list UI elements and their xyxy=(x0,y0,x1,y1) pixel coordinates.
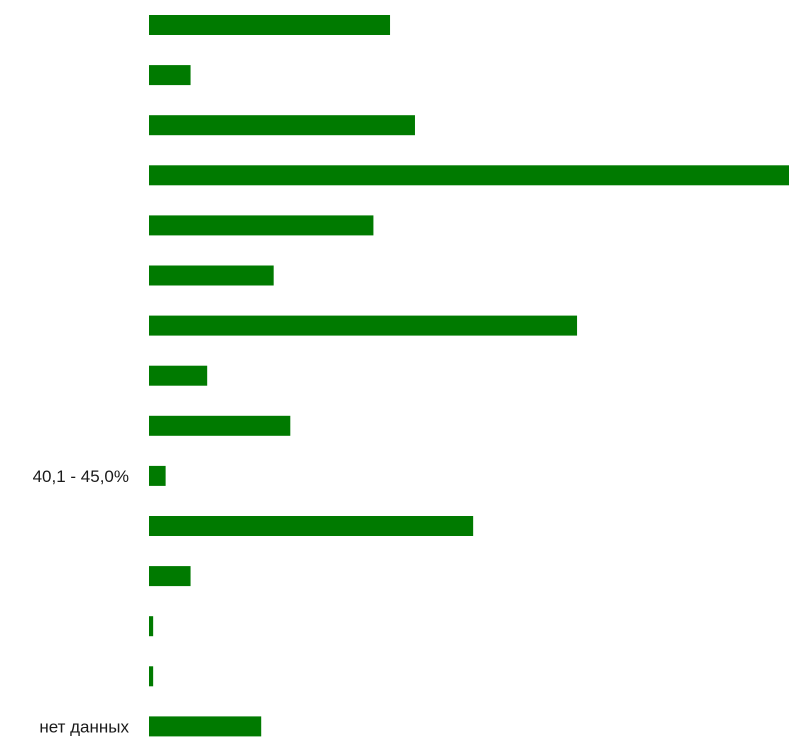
category-labels-group: 40,1 - 45,0% нет данных xyxy=(33,467,130,737)
bar xyxy=(149,716,262,737)
bar xyxy=(149,465,166,486)
bar xyxy=(149,516,474,536)
bar xyxy=(149,365,208,386)
bar xyxy=(149,265,274,286)
bar xyxy=(149,165,789,186)
bar xyxy=(149,566,191,587)
bars-group xyxy=(149,15,789,737)
bar xyxy=(149,616,154,637)
bar xyxy=(149,15,391,35)
bar xyxy=(149,115,415,136)
bar xyxy=(149,65,191,86)
bar xyxy=(149,666,154,687)
category-label: нет данных xyxy=(39,717,129,736)
category-label: 40,1 - 45,0% xyxy=(33,467,129,486)
bar xyxy=(149,215,374,236)
bar xyxy=(149,315,578,336)
bar xyxy=(149,415,291,436)
